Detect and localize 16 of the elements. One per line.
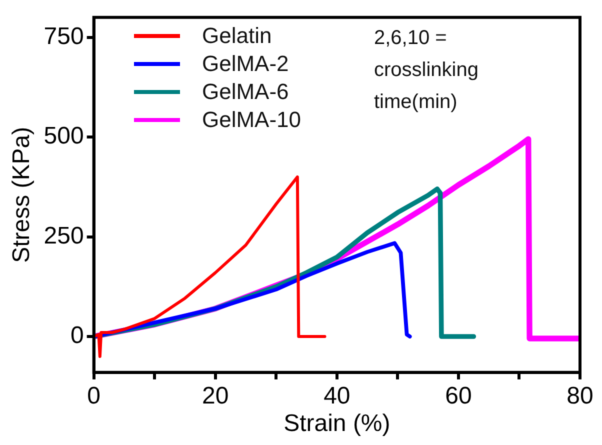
legend-label: GelMA-2	[202, 50, 289, 78]
y-axis-title: Stress (KPa)	[8, 126, 36, 263]
x-tick-label: 80	[566, 382, 594, 410]
x-tick-label: 0	[87, 382, 101, 410]
legend-label: Gelatin	[202, 22, 272, 50]
y-tick-label: 750	[44, 22, 84, 50]
x-tick-label: 20	[202, 382, 229, 410]
legend-label: GelMA-6	[202, 78, 289, 106]
annotation: 2,6,10 = crosslinking time(min)	[374, 26, 480, 115]
x-tick-label: 60	[445, 382, 472, 410]
y-tick-label: 0	[70, 322, 84, 350]
legend-label: GelMA-10	[202, 106, 302, 134]
y-tick-label: 250	[44, 222, 84, 250]
x-tick-label: 40	[324, 382, 350, 410]
x-axis-title: Strain (%)	[284, 410, 390, 438]
y-tick-label: 500	[44, 122, 84, 150]
